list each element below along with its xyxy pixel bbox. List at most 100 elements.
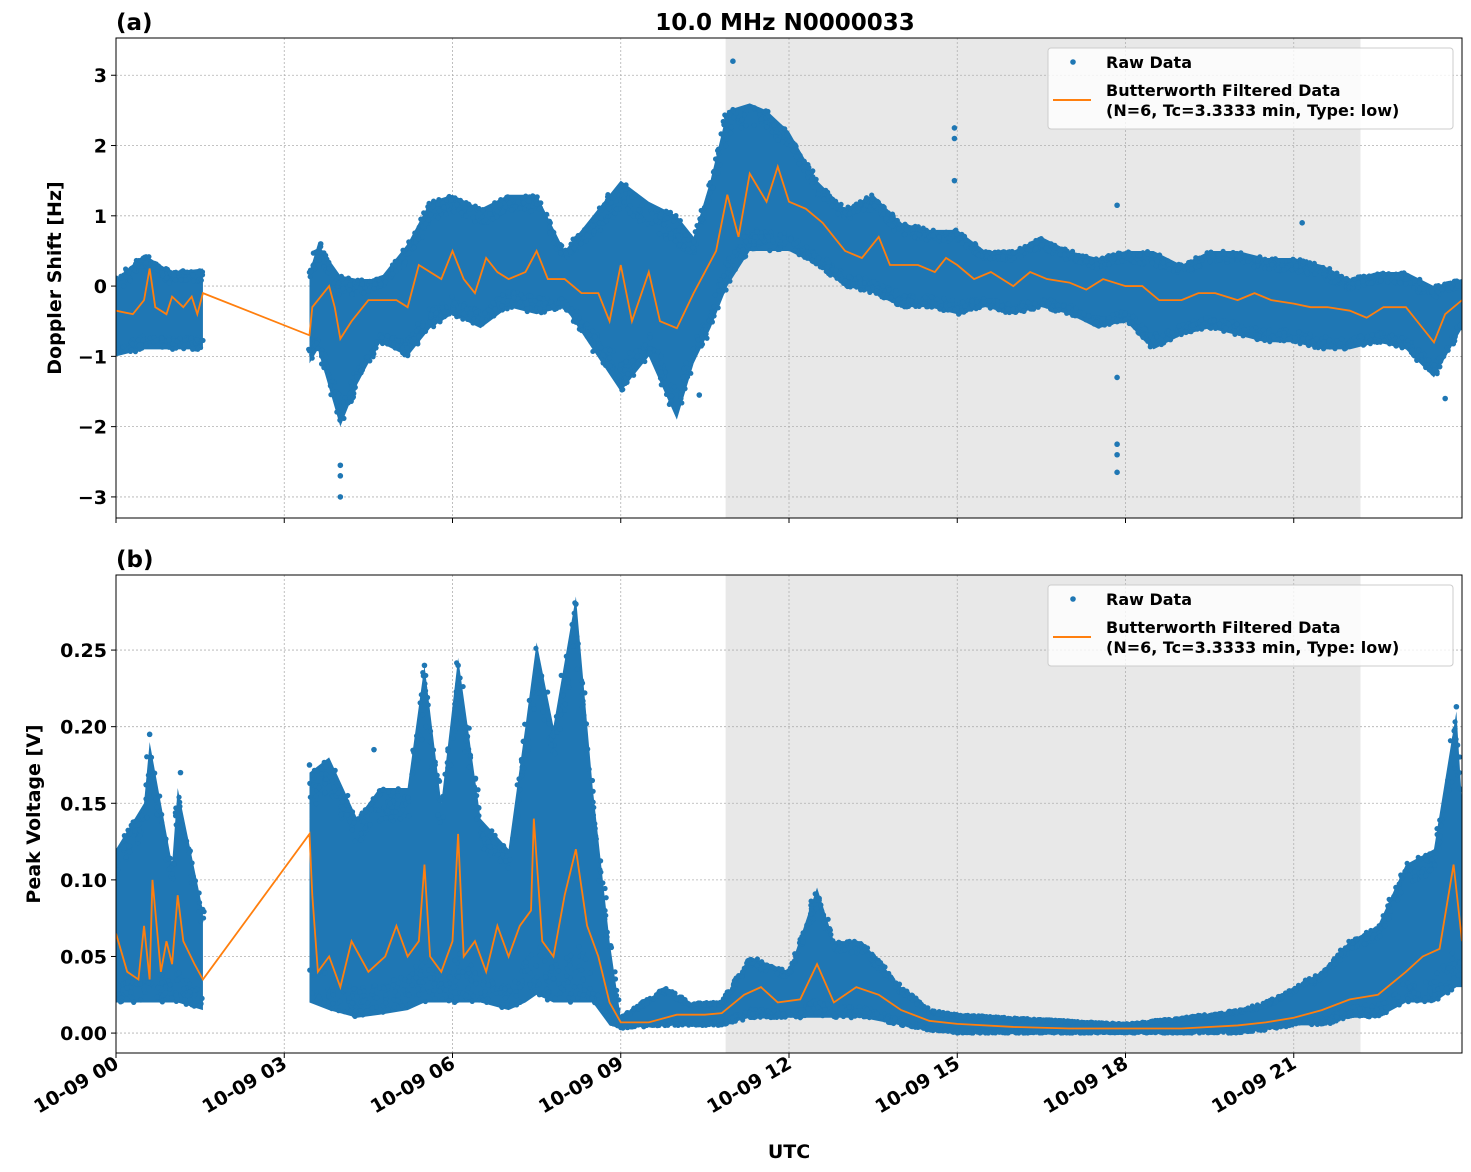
raw-data-point <box>680 373 686 380</box>
raw-data-point <box>537 952 543 958</box>
raw-data-point <box>703 326 709 333</box>
raw-data-point <box>768 1014 774 1021</box>
raw-data-point <box>1398 272 1404 278</box>
raw-data-point <box>499 303 505 309</box>
raw-data-point <box>315 345 321 352</box>
raw-data-point <box>902 221 908 227</box>
raw-data-point <box>790 148 796 154</box>
raw-data-point <box>391 1004 397 1010</box>
raw-data-point <box>492 306 498 312</box>
raw-data-point <box>422 681 428 687</box>
raw-data-point <box>1069 248 1076 254</box>
raw-data-point <box>545 689 551 695</box>
raw-data-point <box>903 227 910 233</box>
raw-data-point <box>679 1022 686 1028</box>
raw-data-point <box>117 978 123 984</box>
raw-data-point <box>1292 339 1299 345</box>
raw-data-point <box>452 999 458 1006</box>
raw-data-point <box>128 985 134 991</box>
raw-data-point <box>410 747 416 753</box>
raw-data-point <box>177 799 183 805</box>
raw-data-point <box>763 124 770 130</box>
raw-data-point <box>502 985 508 992</box>
raw-data-point <box>504 848 510 855</box>
raw-data-point <box>716 287 722 294</box>
raw-data-point <box>431 981 437 987</box>
raw-data-point <box>494 208 501 214</box>
raw-data-point <box>364 813 370 819</box>
raw-data-point <box>331 784 337 790</box>
raw-data-point <box>425 702 431 708</box>
raw-data-point <box>642 342 648 348</box>
raw-data-point <box>1117 250 1123 257</box>
raw-data-point <box>1083 253 1089 259</box>
raw-data-point <box>395 786 401 792</box>
raw-data-point <box>126 269 132 275</box>
raw-data-point <box>863 197 869 203</box>
raw-data-point <box>307 274 313 280</box>
raw-data-point <box>587 970 593 976</box>
raw-data-point <box>987 255 993 262</box>
raw-data-point <box>165 978 171 984</box>
raw-data-point <box>347 390 353 397</box>
raw-data-point <box>705 194 712 200</box>
raw-data-point <box>793 154 799 160</box>
raw-data-point <box>1276 331 1283 337</box>
raw-data-point <box>642 358 648 365</box>
raw-data-point <box>1164 336 1171 343</box>
raw-data-point <box>818 902 824 908</box>
legend-label: Raw Data <box>1106 53 1192 72</box>
raw-data-point <box>511 294 517 301</box>
raw-data-point <box>594 214 600 220</box>
raw-data-point <box>566 995 572 1001</box>
raw-data-point <box>672 238 679 244</box>
raw-data-point <box>613 206 620 212</box>
raw-data-point <box>918 1003 924 1009</box>
raw-data-point <box>1122 317 1128 323</box>
raw-data-point <box>150 263 157 270</box>
raw-data-point <box>509 1000 515 1006</box>
raw-data-point <box>419 736 425 743</box>
raw-data-point <box>559 243 565 249</box>
raw-data-point <box>430 307 436 313</box>
raw-data-point <box>511 290 517 296</box>
raw-data-point <box>624 379 630 385</box>
raw-data-point <box>875 960 881 966</box>
raw-data-point <box>173 992 179 998</box>
raw-data-point <box>198 277 204 283</box>
raw-data-point <box>1251 263 1257 270</box>
raw-data-point <box>600 352 606 358</box>
raw-data-point <box>723 277 729 284</box>
raw-data-point <box>1062 252 1068 258</box>
raw-data-point <box>999 303 1005 309</box>
y-tick-label: 3 <box>94 65 107 87</box>
raw-data-point <box>743 238 749 245</box>
raw-data-point <box>884 1016 890 1022</box>
raw-data-point <box>427 975 433 981</box>
raw-data-point <box>812 897 819 903</box>
raw-data-point <box>846 211 853 217</box>
raw-data-point <box>1160 263 1166 269</box>
raw-data-point <box>169 871 176 877</box>
raw-data-point <box>445 778 451 784</box>
raw-data-point <box>143 342 149 349</box>
raw-data-point <box>624 206 631 212</box>
raw-data-point <box>505 865 512 871</box>
raw-data-point <box>893 301 900 307</box>
raw-data-point <box>1114 451 1120 458</box>
raw-data-point <box>524 306 530 312</box>
raw-data-point <box>406 250 413 256</box>
raw-data-point <box>963 238 969 244</box>
raw-data-point <box>132 261 139 267</box>
raw-data-point <box>337 462 344 469</box>
raw-data-point <box>128 822 134 828</box>
raw-data-point <box>120 987 126 993</box>
raw-data-point <box>395 343 401 349</box>
raw-data-point <box>346 995 352 1001</box>
raw-data-point <box>420 986 426 993</box>
raw-data-point <box>1450 341 1456 347</box>
raw-data-point <box>754 956 761 962</box>
raw-data-point <box>183 1001 189 1007</box>
raw-data-point <box>473 980 479 987</box>
raw-data-point <box>553 713 560 720</box>
